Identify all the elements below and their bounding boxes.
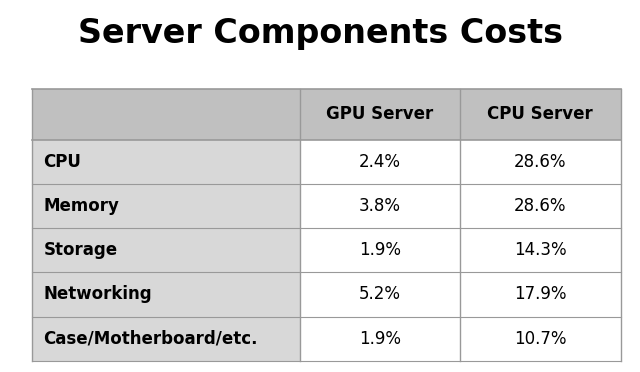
Text: CPU Server: CPU Server (487, 105, 593, 124)
Text: 10.7%: 10.7% (514, 330, 566, 348)
Text: 3.8%: 3.8% (359, 197, 401, 215)
Text: 1.9%: 1.9% (359, 241, 401, 259)
Text: 14.3%: 14.3% (514, 241, 566, 259)
Text: CPU: CPU (44, 153, 81, 171)
Text: Memory: Memory (44, 197, 120, 215)
Text: Storage: Storage (44, 241, 118, 259)
Text: 1.9%: 1.9% (359, 330, 401, 348)
Text: 28.6%: 28.6% (514, 153, 566, 171)
Text: Networking: Networking (44, 285, 152, 304)
Text: 2.4%: 2.4% (359, 153, 401, 171)
Text: 28.6%: 28.6% (514, 197, 566, 215)
Text: Case/Motherboard/etc.: Case/Motherboard/etc. (44, 330, 258, 348)
Text: GPU Server: GPU Server (326, 105, 434, 124)
Text: 17.9%: 17.9% (514, 285, 566, 304)
Text: Server Components Costs: Server Components Costs (77, 17, 563, 50)
Text: 5.2%: 5.2% (359, 285, 401, 304)
